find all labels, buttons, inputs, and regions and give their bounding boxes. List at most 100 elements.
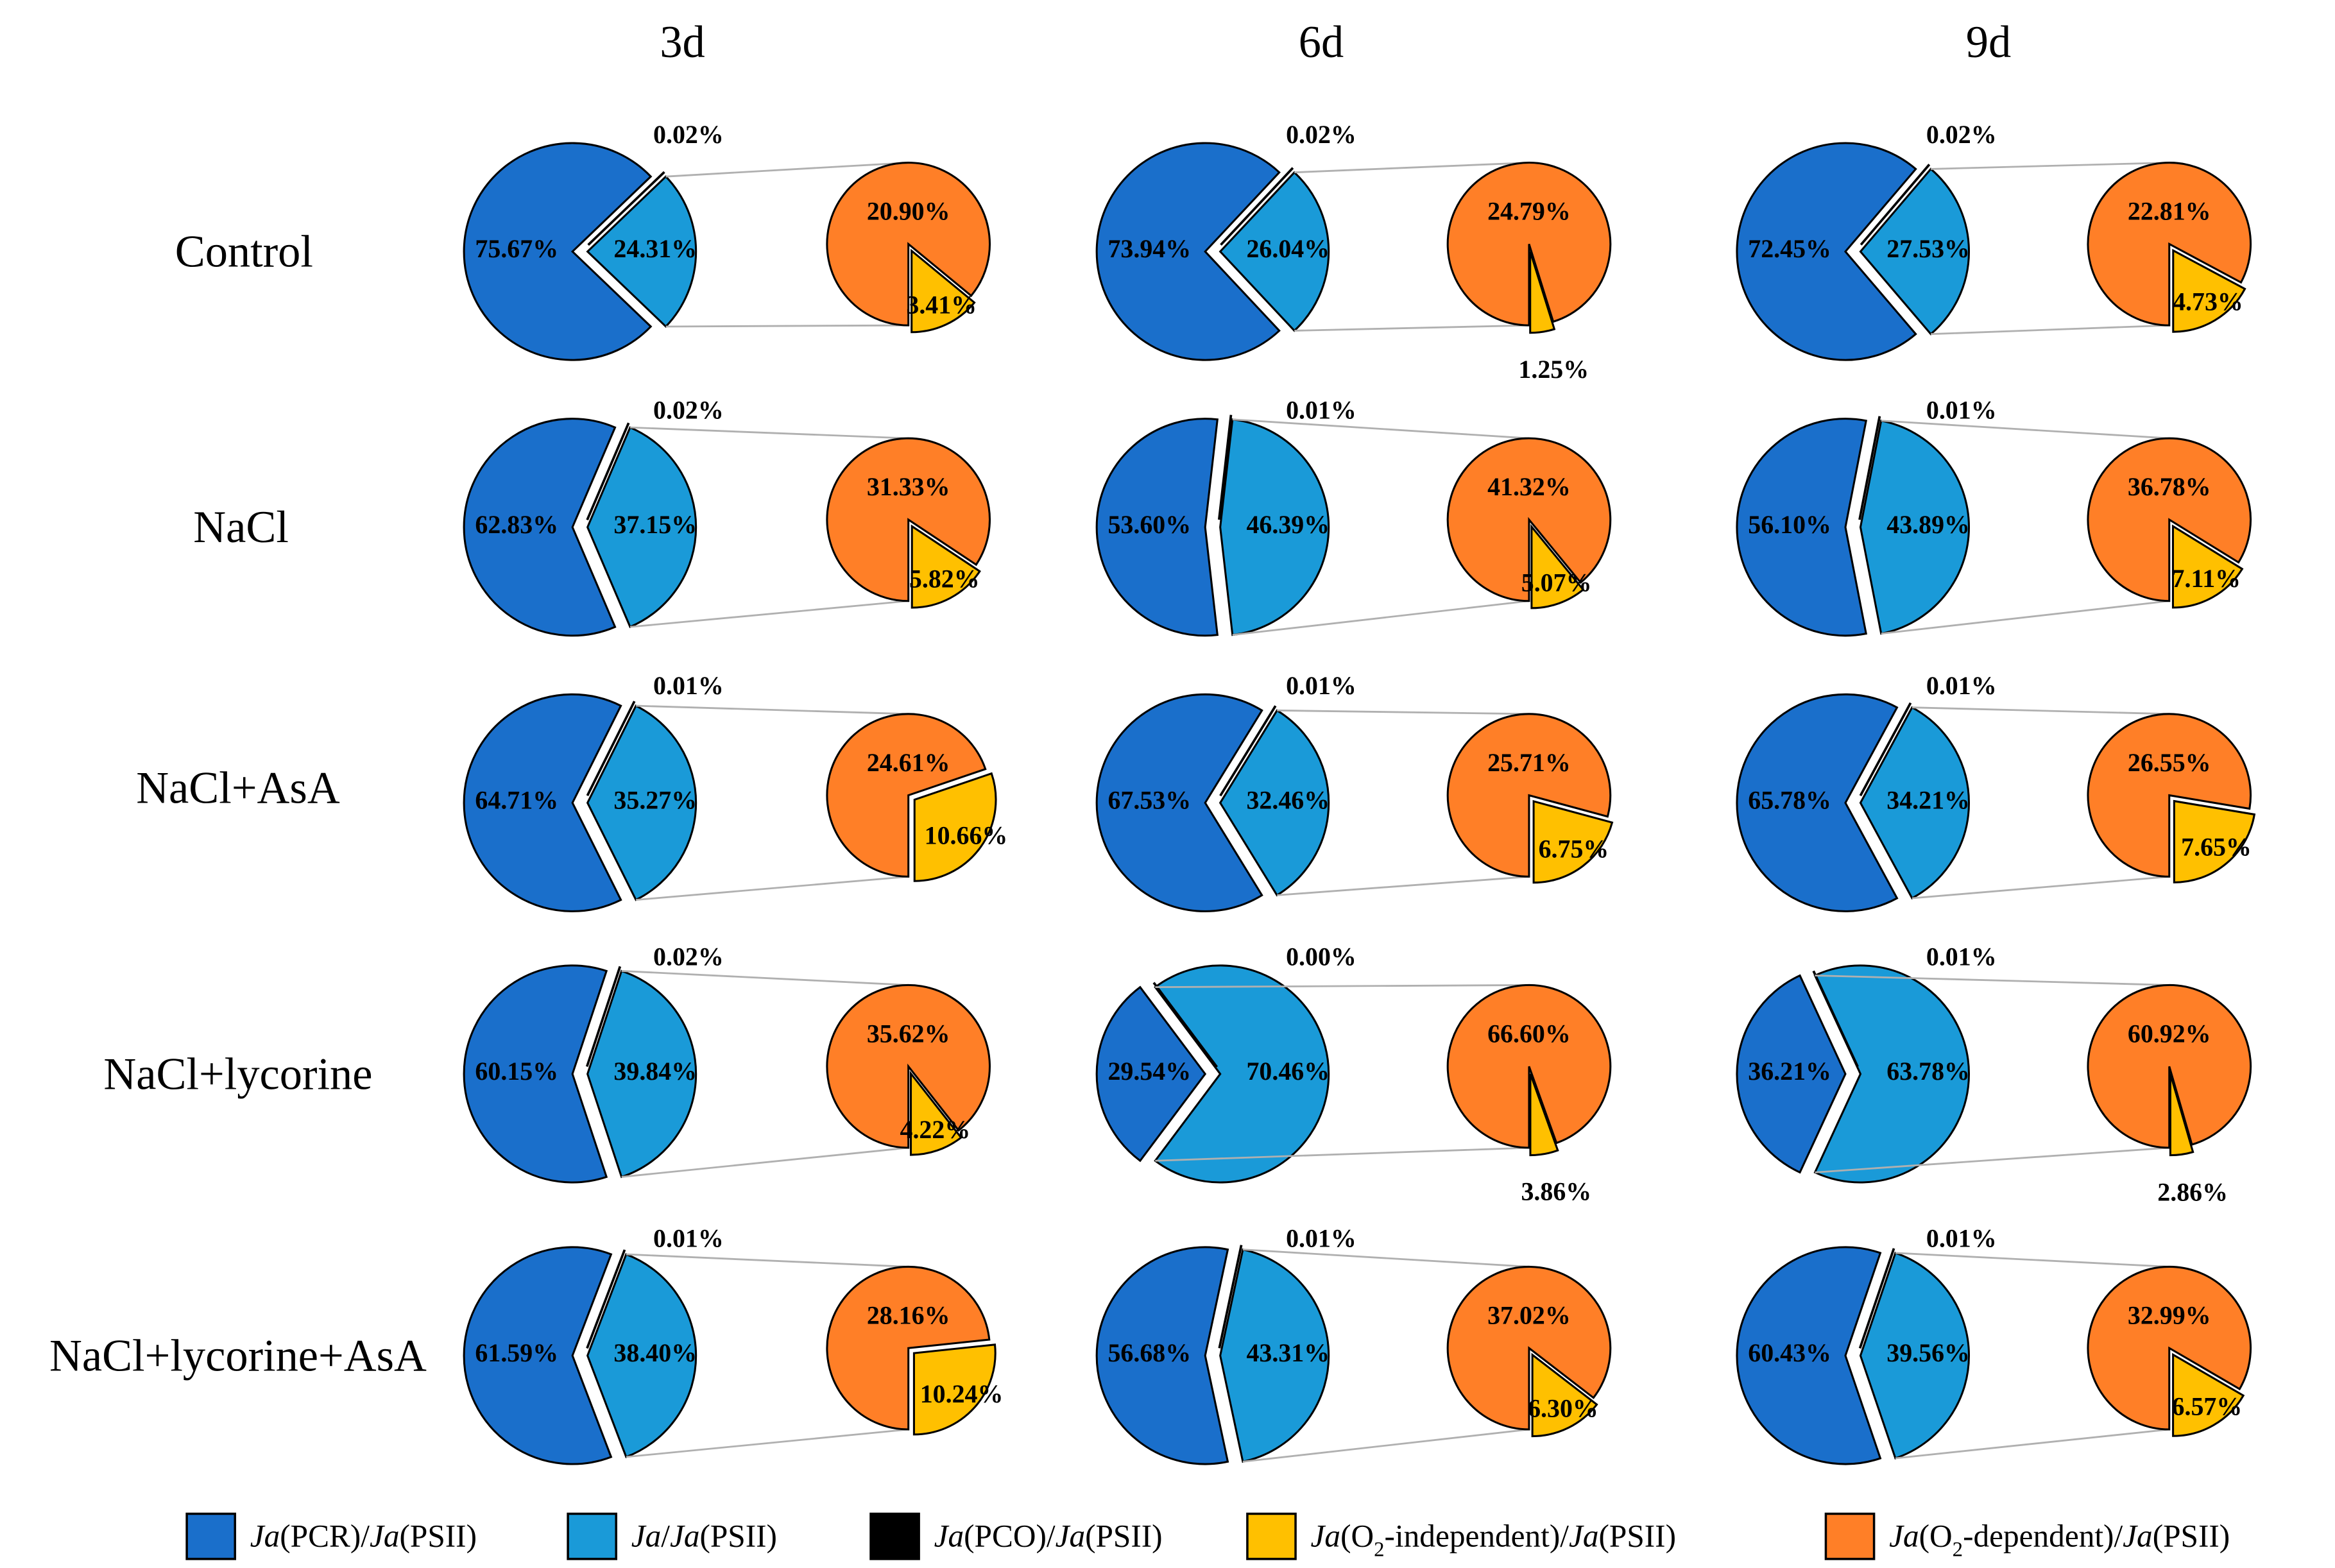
label-o2-independent: 5.82% — [909, 565, 980, 593]
label-pco: 0.02% — [653, 942, 724, 971]
slice-pco — [1860, 164, 1931, 246]
label-ja: 34.21% — [1886, 786, 1970, 815]
slice-pco — [587, 171, 665, 246]
slice-ja — [1219, 171, 1330, 332]
slice-o2-dependent — [2087, 984, 2252, 1149]
label-o2-dependent: 20.90% — [867, 197, 950, 226]
slice-ja — [1219, 418, 1330, 636]
slice-o2-dependent — [1446, 1265, 1612, 1431]
label-pco: 0.01% — [653, 671, 724, 700]
slice-ja — [586, 1253, 697, 1458]
connector-line-bottom — [1155, 1146, 1530, 1162]
slice-ja — [1859, 167, 1970, 336]
connector-line-top — [665, 162, 909, 178]
label-o2-dependent: 24.79% — [1487, 197, 1571, 226]
slice-o2-independent — [2171, 524, 2244, 609]
connector-line-top — [1294, 162, 1530, 174]
slice-o2-independent — [1529, 251, 1556, 334]
label-o2-independent: 4.22% — [900, 1115, 971, 1144]
connector-line-bottom — [626, 1428, 909, 1458]
connector-line-top — [1881, 420, 2169, 439]
legend-swatch-pcr — [185, 1512, 237, 1560]
slice-pcr — [1095, 1246, 1229, 1465]
slice-o2-independent — [2169, 1073, 2194, 1157]
label-o2-dependent: 66.60% — [1487, 1019, 1571, 1048]
label-o2-independent: 3.86% — [1521, 1177, 1591, 1206]
slice-pcr — [1736, 974, 1847, 1174]
connector-line-top — [1155, 984, 1529, 989]
label-o2-independent: 10.24% — [920, 1379, 1004, 1408]
label-o2-dependent: 41.32% — [1487, 472, 1571, 501]
slice-ja — [1859, 419, 1971, 635]
label-o2-independent: 10.66% — [925, 821, 1008, 850]
slice-o2-independent — [2172, 248, 2246, 333]
label-o2-independent: 2.86% — [2157, 1177, 2228, 1206]
slice-ja — [586, 704, 697, 901]
label-pco: 0.01% — [1926, 671, 1997, 700]
slice-ja — [1859, 706, 1971, 900]
label-ja: 39.84% — [613, 1057, 697, 1086]
label-o2-independent: 7.11% — [2172, 564, 2241, 593]
connector-line-bottom — [665, 324, 909, 328]
connector-line-bottom — [621, 1146, 909, 1178]
slice-pcr — [463, 418, 617, 637]
slice-pcr — [1095, 142, 1281, 361]
label-pcr: 56.68% — [1108, 1338, 1191, 1367]
slice-pco — [1220, 167, 1294, 246]
connector-line-top — [1815, 975, 2169, 986]
slice-o2-dependent — [1446, 162, 1612, 327]
label-pco: 0.01% — [1286, 671, 1356, 700]
slice-o2-dependent — [2087, 162, 2252, 327]
row-label-control: Control — [175, 227, 313, 277]
label-ja: 32.46% — [1246, 786, 1330, 815]
slice-o2-independent — [909, 1070, 962, 1156]
slice-o2-dependent — [1446, 984, 1612, 1149]
slice-o2-dependent — [826, 162, 991, 327]
connector-line-top — [636, 704, 909, 715]
label-o2-independent: 1.25% — [1518, 355, 1589, 384]
slice-ja — [1859, 1252, 1970, 1460]
connector-line-top — [1912, 706, 2169, 715]
slice-o2-dependent — [2087, 1265, 2252, 1431]
connector-line-top — [1277, 709, 1529, 715]
slice-ja — [1219, 709, 1330, 897]
label-pco: 0.01% — [1286, 395, 1356, 424]
label-pco: 0.02% — [653, 395, 724, 424]
label-ja: 43.31% — [1246, 1338, 1330, 1367]
label-pcr: 60.15% — [475, 1057, 558, 1086]
slice-ja — [586, 175, 697, 328]
label-pco: 0.00% — [1286, 942, 1356, 971]
slice-pco — [1858, 416, 1881, 520]
slice-o2-independent — [911, 248, 976, 334]
connector-line-bottom — [1912, 875, 2169, 899]
slice-o2-independent — [2172, 1352, 2245, 1437]
connector-line-bottom — [1277, 875, 1530, 896]
label-pcr: 61.59% — [475, 1338, 558, 1367]
slice-o2-dependent — [826, 1265, 991, 1431]
label-pcr: 75.67% — [475, 234, 558, 263]
label-o2-dependent: 32.99% — [2128, 1300, 2211, 1329]
connector-line-bottom — [1242, 1428, 1530, 1463]
label-pco: 0.02% — [653, 120, 724, 149]
connector-line-bottom — [1895, 1428, 2169, 1460]
label-o2-independent: 6.75% — [1539, 835, 1609, 864]
slice-pco — [1812, 970, 1859, 1068]
slice-pcr — [1736, 142, 1917, 361]
label-o2-dependent: 22.81% — [2128, 197, 2211, 226]
label-pco: 0.01% — [1926, 1224, 1997, 1253]
legend-swatch-ind — [1246, 1512, 1297, 1560]
label-ja: 26.04% — [1246, 234, 1330, 263]
label-pcr: 56.10% — [1748, 510, 1831, 539]
label-pcr: 62.83% — [475, 510, 558, 539]
slice-pco — [586, 1249, 626, 1349]
label-pco: 0.02% — [1286, 120, 1356, 149]
connector-line-top — [1242, 1248, 1530, 1268]
connector-line-bottom — [1881, 600, 2169, 635]
label-pcr: 36.21% — [1748, 1057, 1831, 1086]
slice-pco — [1858, 1248, 1895, 1349]
label-pco: 0.01% — [1926, 395, 1997, 424]
connector-line-bottom — [635, 875, 909, 901]
slice-ja — [1219, 1248, 1330, 1463]
label-ja: 39.56% — [1886, 1338, 1970, 1367]
